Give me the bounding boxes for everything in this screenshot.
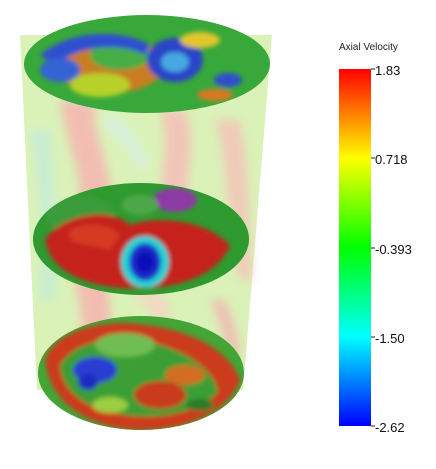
colorbar-tick-lower: -1.50 <box>375 331 405 346</box>
legend-title: Axial Velocity <box>339 42 398 53</box>
colorbar-tick-min: -2.62 <box>375 420 405 435</box>
colorbar-ticks <box>371 68 375 427</box>
slice-middle <box>33 183 249 295</box>
colorbar-tick-max: 1.83 <box>375 63 401 78</box>
colorbar-rect <box>339 69 371 426</box>
slice-bottom <box>38 316 244 430</box>
colorbar-tick-upper: 0.718 <box>375 152 408 167</box>
colorbar-tick-mid: -0.393 <box>375 242 412 257</box>
slice-top <box>24 15 270 113</box>
